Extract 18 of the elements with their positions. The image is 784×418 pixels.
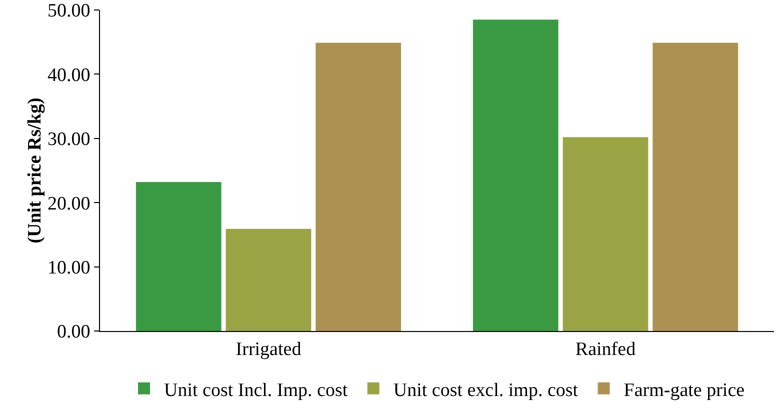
y-tick-label: 30.00: [47, 129, 90, 150]
legend-label: Unit cost excl. imp. cost: [393, 380, 579, 401]
bar: [562, 137, 648, 331]
bar: [136, 182, 222, 331]
legend-label: Unit cost Incl. Imp. cost: [164, 380, 348, 401]
y-tick-label: 20.00: [47, 193, 90, 214]
y-tick-label: 0.00: [56, 322, 90, 343]
y-tick-label: 40.00: [47, 64, 90, 86]
bar: [226, 228, 312, 331]
y-tick-label: 10.00: [47, 257, 90, 278]
x-tick-label: Rainfed: [575, 338, 636, 360]
y-tick-label: 50.00: [47, 0, 90, 22]
legend-label: Farm-gate price: [624, 380, 745, 401]
bar: [652, 42, 738, 331]
bar: [472, 20, 558, 331]
x-tick-label: Irrigated: [236, 338, 302, 360]
bar: [316, 42, 402, 331]
y-axis-title: (Unit price Rs/kg): [24, 98, 46, 244]
